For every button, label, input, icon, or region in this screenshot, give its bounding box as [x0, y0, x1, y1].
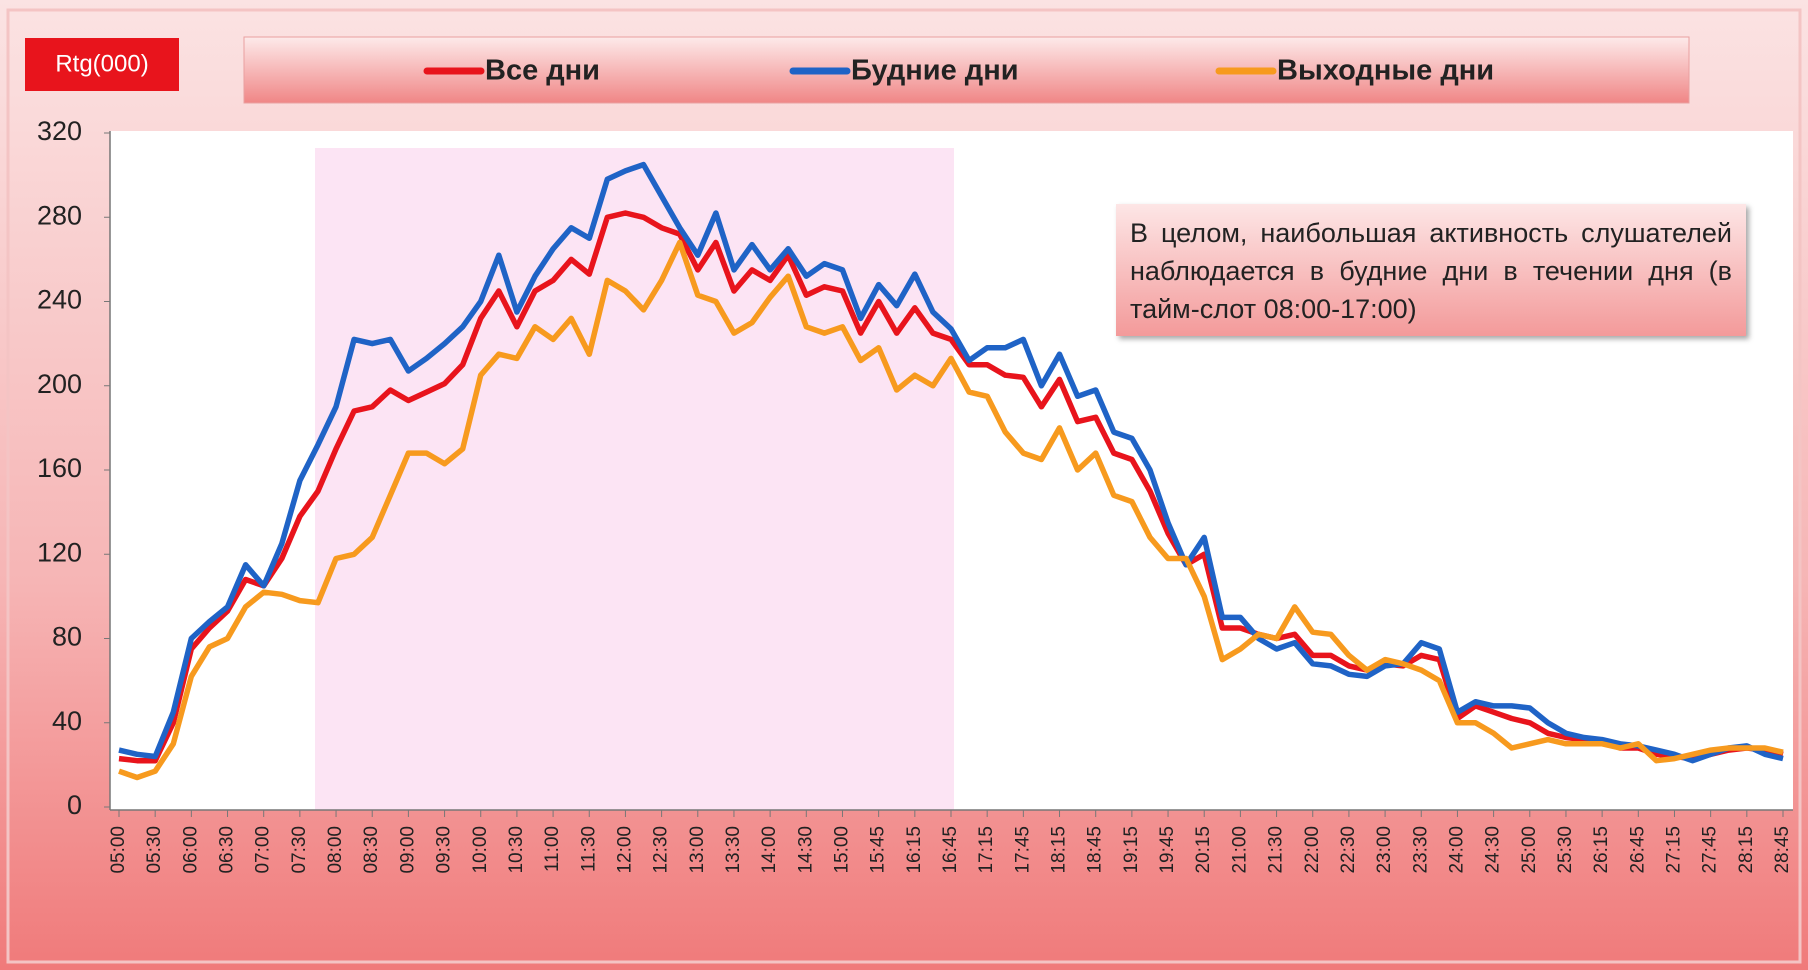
x-tick-label: 21:00 [1229, 826, 1250, 874]
x-tick-label: 27:15 [1663, 826, 1684, 874]
unit-label: Rtg(000) [55, 50, 148, 77]
series-line [118, 210, 1784, 764]
y-tick-label: 320 [37, 116, 82, 146]
y-tick-label: 80 [52, 622, 82, 652]
x-tick-label: 28:15 [1736, 826, 1757, 874]
x-tick-label: 09:30 [434, 826, 455, 874]
x-tick-label: 18:15 [1049, 826, 1070, 874]
unit-box [25, 38, 179, 91]
x-tick-label: 05:30 [144, 826, 165, 874]
x-tick-label: 24:30 [1483, 826, 1504, 874]
series-line [118, 161, 1784, 764]
x-tick-label: 06:30 [217, 826, 238, 874]
series-line [118, 239, 1784, 781]
x-tick-label: 13:30 [723, 826, 744, 874]
x-tick-label: 06:00 [180, 826, 201, 874]
x-tick-label: 22:00 [1302, 826, 1323, 874]
x-tick-label: 14:30 [795, 826, 816, 874]
x-tick-label: 08:30 [361, 826, 382, 874]
x-tick-label: 15:45 [868, 826, 889, 874]
x-tick-label: 16:45 [940, 826, 961, 874]
x-tick-label: 26:45 [1627, 826, 1648, 874]
x-tick-label: 25:00 [1519, 826, 1540, 874]
x-tick-label: 17:15 [976, 826, 997, 874]
x-tick-label: 12:30 [651, 826, 672, 874]
x-tick-label: 11:00 [542, 826, 563, 872]
frame [6, 8, 1802, 964]
x-tick-label: 07:00 [253, 826, 274, 874]
x-tick-label: 12:00 [614, 826, 635, 874]
y-tick-label: 0 [67, 790, 82, 820]
legend-label: Все дни [485, 55, 600, 87]
x-tick-label: 20:15 [1193, 826, 1214, 874]
x-tick-label: 28:45 [1772, 826, 1793, 874]
x-tick-label: 07:30 [289, 826, 310, 874]
x-tick-label: 19:45 [1157, 826, 1178, 874]
x-tick-label: 10:30 [506, 826, 527, 874]
x-tick-label: 17:45 [1012, 826, 1033, 874]
x-tick-label: 15:00 [831, 826, 852, 874]
highlight-band [315, 148, 954, 810]
y-tick-label: 200 [37, 369, 82, 399]
x-tick-label: 22:30 [1338, 826, 1359, 874]
x-tick-label: 23:30 [1410, 826, 1431, 874]
legend-box [243, 36, 1690, 104]
y-tick-label: 40 [52, 706, 82, 736]
annotation: В целом, наибольшая активность слушателе… [1116, 204, 1746, 336]
x-tick-label: 27:45 [1700, 826, 1721, 874]
x-tick-label: 24:00 [1446, 826, 1467, 874]
y-tick-label: 160 [37, 453, 82, 483]
x-tick-label: 21:30 [1266, 826, 1287, 874]
legend-label: Выходные дни [1277, 55, 1494, 87]
y-tick-label: 120 [37, 537, 82, 567]
x-tick-label: 16:15 [904, 826, 925, 874]
y-tick-label: 240 [37, 285, 82, 315]
x-tick-label: 10:00 [470, 826, 491, 874]
x-tick-label: 11:30 [578, 826, 599, 872]
x-tick-label: 23:00 [1374, 826, 1395, 874]
legend-label: Будние дни [851, 55, 1019, 87]
x-tick-label: 05:00 [108, 826, 129, 874]
x-tick-label: 13:00 [687, 826, 708, 874]
x-tick-label: 26:15 [1591, 826, 1612, 874]
x-tick-label: 18:45 [1085, 826, 1106, 874]
x-tick-label: 19:15 [1121, 826, 1142, 874]
x-tick-label: 14:00 [759, 826, 780, 874]
x-tick-label: 09:00 [397, 826, 418, 874]
x-tick-label: 08:00 [325, 826, 346, 874]
y-tick-label: 280 [37, 200, 82, 230]
x-tick-label: 25:30 [1555, 826, 1576, 874]
